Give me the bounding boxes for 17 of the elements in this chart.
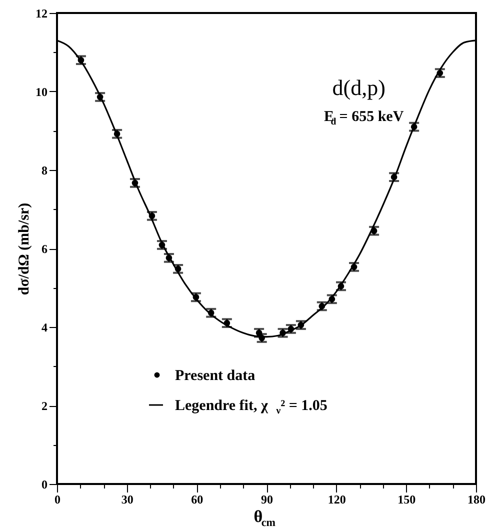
y-tick-label: 8 bbox=[42, 164, 48, 178]
x-tick-label: 120 bbox=[328, 492, 346, 506]
x-tick-label: 180 bbox=[468, 492, 486, 506]
x-tick-label: 150 bbox=[398, 492, 416, 506]
y-tick-label: 10 bbox=[36, 85, 48, 99]
x-tick-label: 0 bbox=[54, 492, 60, 506]
y-tick-label: 0 bbox=[42, 478, 48, 492]
y-tick-label: 2 bbox=[42, 399, 48, 413]
legend-label: Present data bbox=[175, 368, 256, 384]
x-tick-label: 90 bbox=[261, 492, 273, 506]
y-tick-label: 12 bbox=[36, 6, 48, 20]
x-tick-label: 30 bbox=[121, 492, 134, 506]
text: d(d,p) bbox=[332, 75, 386, 100]
x-tick-label: 60 bbox=[191, 492, 204, 506]
y-tick-label: 6 bbox=[42, 242, 48, 256]
y-axis-title: dσ/dΩ (mb/sr) bbox=[16, 202, 32, 296]
y-tick-label: 4 bbox=[42, 320, 48, 334]
